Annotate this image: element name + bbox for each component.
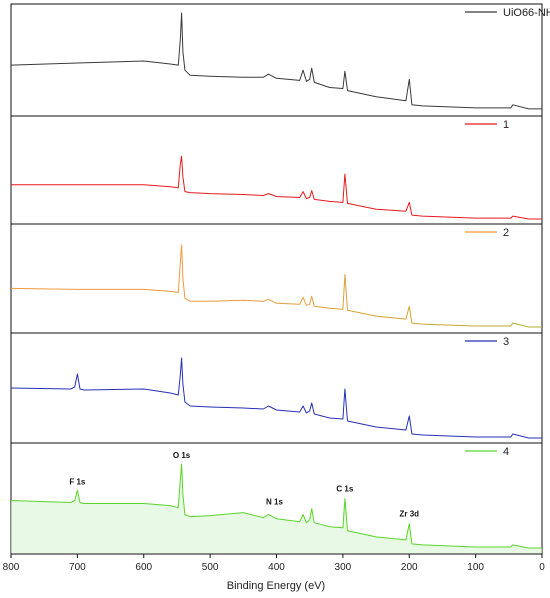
series-2-line: [11, 155, 542, 220]
x-axis-label: Binding Energy (eV): [227, 580, 325, 592]
legend-label-text: 4: [503, 446, 509, 458]
panel-3: 2: [10, 223, 543, 334]
panel-4: 3: [10, 332, 543, 444]
panel-stack: UiO66-NH2 1 2 3 4 F 1s O 1s N 1s C 1s Zr 3d: [10, 3, 550, 555]
x-tick-label-3: 600: [135, 562, 152, 573]
legend-label-5: 4: [503, 446, 509, 458]
panel-1: UiO66-NH2: [10, 3, 550, 117]
panel-2: 1: [10, 115, 543, 225]
legend-label-text: UiO66-NH: [503, 7, 550, 19]
panel-5: 4 F 1s O 1s N 1s C 1s Zr 3d: [10, 442, 543, 555]
series-5-fill: [11, 464, 542, 553]
series-4-line: [10, 357, 542, 439]
panel-frame: [10, 115, 543, 225]
peak-annotation-2: O 1s: [173, 451, 191, 460]
x-tick-label-9: 0: [539, 562, 545, 573]
x-tick-label-8: 100: [467, 562, 484, 573]
series-5-line: [10, 463, 542, 549]
x-tick-label-7: 200: [401, 562, 418, 573]
x-tick-label-1: 800: [3, 562, 20, 573]
x-tick-label-4: 500: [202, 562, 219, 573]
series-3-line: [10, 244, 542, 328]
legend-label-text: 3: [503, 336, 509, 348]
legend-label-text: 2: [503, 227, 509, 239]
x-tick-label-5: 400: [268, 562, 285, 573]
x-tick-label-6: 300: [335, 562, 352, 573]
legend-label-text: 1: [503, 119, 509, 131]
x-axis: 800 700 600 500 400 300 200 100 0: [3, 554, 545, 573]
series-1-line: [10, 12, 542, 110]
peak-annotation-5: Zr 3d: [399, 510, 419, 519]
x-tick-label-2: 700: [69, 562, 86, 573]
legend-label-3: 2: [503, 227, 509, 239]
legend-label-2: 1: [503, 119, 509, 131]
legend-label-1: UiO66-NH2: [503, 7, 550, 21]
legend-label-4: 3: [503, 336, 509, 348]
peak-annotation-1: F 1s: [69, 477, 86, 486]
peak-annotation-3: N 1s: [266, 498, 283, 507]
panel-frame: [10, 223, 543, 334]
peak-annotation-4: C 1s: [336, 484, 353, 493]
panel-frame: [10, 332, 543, 444]
panel-frame: [10, 3, 543, 117]
